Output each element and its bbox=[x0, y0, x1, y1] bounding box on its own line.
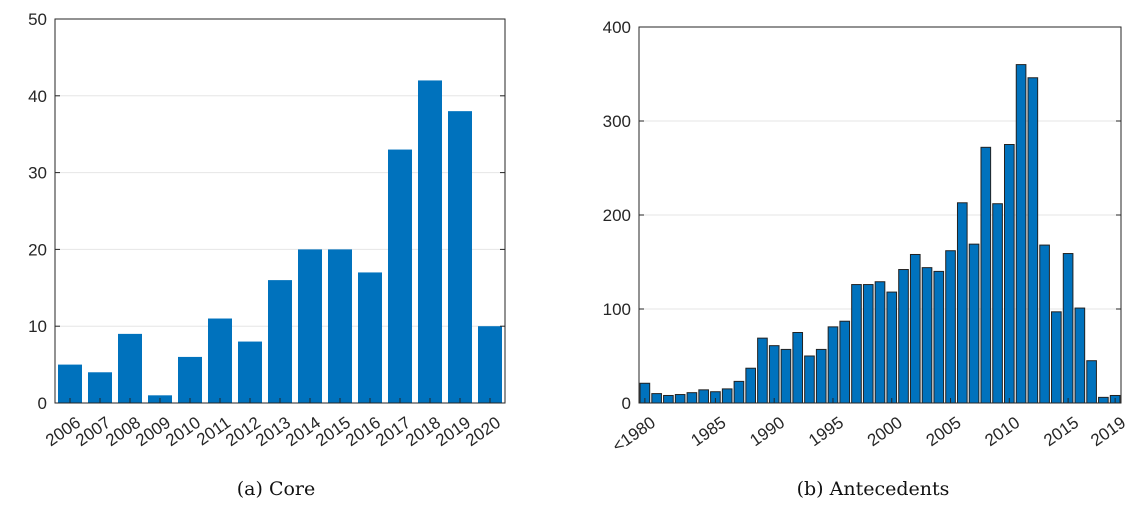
bar-2014 bbox=[1051, 311, 1062, 404]
bar-1988 bbox=[745, 367, 757, 404]
bar-1997 bbox=[851, 284, 862, 404]
x-tick-label: 1985 bbox=[688, 413, 730, 450]
bar-2008 bbox=[118, 333, 142, 403]
bar-2011 bbox=[1015, 64, 1027, 404]
y-tick-label: 0 bbox=[38, 394, 47, 413]
bar-2020 bbox=[478, 326, 502, 403]
bar-1998 bbox=[862, 284, 874, 404]
x-tick-label: 1990 bbox=[746, 413, 788, 450]
bar-2012 bbox=[1027, 77, 1039, 404]
y-tick-label: 50 bbox=[28, 10, 47, 29]
bar-2011 bbox=[208, 318, 232, 403]
bar-2017 bbox=[388, 149, 412, 403]
bar-2010 bbox=[1003, 144, 1015, 404]
bar-2013 bbox=[1039, 244, 1050, 404]
bar-2019 bbox=[448, 111, 472, 403]
y-tick-label: 200 bbox=[603, 206, 631, 225]
y-tick-label: 20 bbox=[28, 240, 47, 259]
bar-1999 bbox=[874, 281, 886, 404]
bar-2015 bbox=[1062, 253, 1074, 404]
bar-1981 bbox=[663, 394, 674, 404]
bar-2007 bbox=[968, 243, 980, 404]
bar-2012 bbox=[238, 341, 262, 403]
bar-2008 bbox=[980, 146, 992, 404]
bar-1984 bbox=[698, 389, 709, 404]
bar-2013 bbox=[268, 280, 292, 403]
y-tick-label: 400 bbox=[603, 18, 631, 37]
bar-2001 bbox=[898, 269, 909, 404]
bar-2009 bbox=[992, 203, 1003, 404]
bar-1982 bbox=[674, 394, 686, 404]
bar-2004 bbox=[933, 270, 945, 404]
x-tick-label: 2019 bbox=[1087, 413, 1126, 450]
antecedents-chart: 0 100 200 300 400 <1980 1985 1990 1995 2000 2005 20… bbox=[560, 0, 1126, 508]
bar-2006 bbox=[956, 202, 968, 404]
bar-1980 bbox=[651, 393, 662, 404]
x-tick-label: 2005 bbox=[923, 413, 965, 450]
x-tick-label: 2010 bbox=[981, 413, 1023, 450]
bar-1992 bbox=[792, 332, 804, 404]
core-chart: 0 10 20 30 40 50 2006 2007 2008 2009 2010 2011 2012 2… bbox=[0, 0, 560, 508]
bar-2000 bbox=[886, 291, 898, 404]
x-tick-label: 1995 bbox=[805, 413, 847, 450]
bar-2003 bbox=[921, 267, 933, 404]
y-tick-label: 30 bbox=[28, 164, 47, 183]
x-tick-label: 2015 bbox=[1040, 413, 1082, 450]
core-bar-chart-svg: 0102030405020062007200820092010201120122… bbox=[28, 10, 506, 450]
bar-2006 bbox=[58, 364, 82, 403]
bar-1993 bbox=[804, 355, 815, 404]
x-tick-label: <1980 bbox=[609, 413, 659, 456]
antecedents-bar-chart-svg: 0 100 200 300 400 <1980 1985 1990 1995 2000 2005 20… bbox=[603, 18, 1126, 456]
y-tick-label: 40 bbox=[28, 87, 47, 106]
bar-1990 bbox=[768, 345, 780, 404]
bar-1989 bbox=[757, 337, 768, 404]
bar-2018 bbox=[1098, 396, 1109, 404]
bar-1987 bbox=[733, 380, 745, 404]
y-tick-label: 10 bbox=[28, 317, 47, 336]
bar-1995 bbox=[827, 326, 839, 404]
bar-1991 bbox=[780, 348, 792, 404]
bar-2007 bbox=[88, 372, 112, 403]
bar-1986 bbox=[721, 388, 733, 404]
bar-2016 bbox=[1074, 307, 1086, 404]
bar-2010 bbox=[178, 356, 202, 403]
y-tick-label: 300 bbox=[603, 112, 631, 131]
bar-1983 bbox=[686, 392, 698, 404]
bar-2015 bbox=[328, 249, 352, 403]
bar-2017 bbox=[1086, 360, 1097, 404]
bar-2014 bbox=[298, 249, 322, 403]
bar-1994 bbox=[815, 348, 827, 404]
bar-2005 bbox=[945, 250, 956, 404]
y-tick-label: 0 bbox=[622, 394, 631, 413]
core-chart-caption: (a) Core bbox=[236, 478, 316, 500]
bar-2016 bbox=[358, 272, 382, 403]
x-tick-label: 2000 bbox=[864, 413, 906, 450]
y-tick-label: 100 bbox=[603, 300, 631, 319]
x-tick-label: 2020 bbox=[462, 413, 504, 450]
bar-1996 bbox=[839, 320, 851, 404]
bar-2018 bbox=[418, 80, 442, 403]
bar-2002 bbox=[909, 253, 921, 404]
antecedents-chart-caption: (b) Antecedents bbox=[796, 478, 950, 500]
